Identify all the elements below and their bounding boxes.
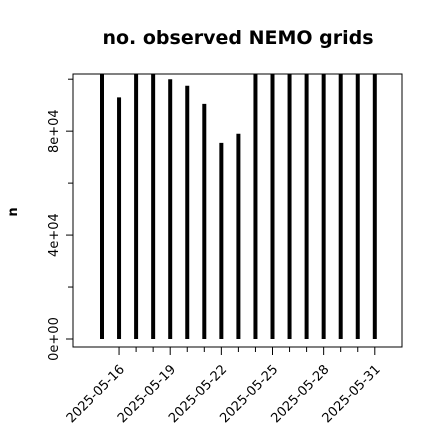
- y-tick-label: 0e+00: [47, 317, 62, 361]
- x-axis: 2025-05-162025-05-192025-05-222025-05-25…: [64, 346, 384, 426]
- chart-title: no. observed NEMO grids: [102, 27, 373, 49]
- y-tick-label: 8e+04: [47, 109, 62, 153]
- y-axis-label: n: [6, 207, 21, 216]
- bar-group: [100, 74, 377, 339]
- y-tick-label: 4e+04: [47, 213, 62, 257]
- y-axis: 0e+00 4e+04 8e+04: [47, 78, 74, 361]
